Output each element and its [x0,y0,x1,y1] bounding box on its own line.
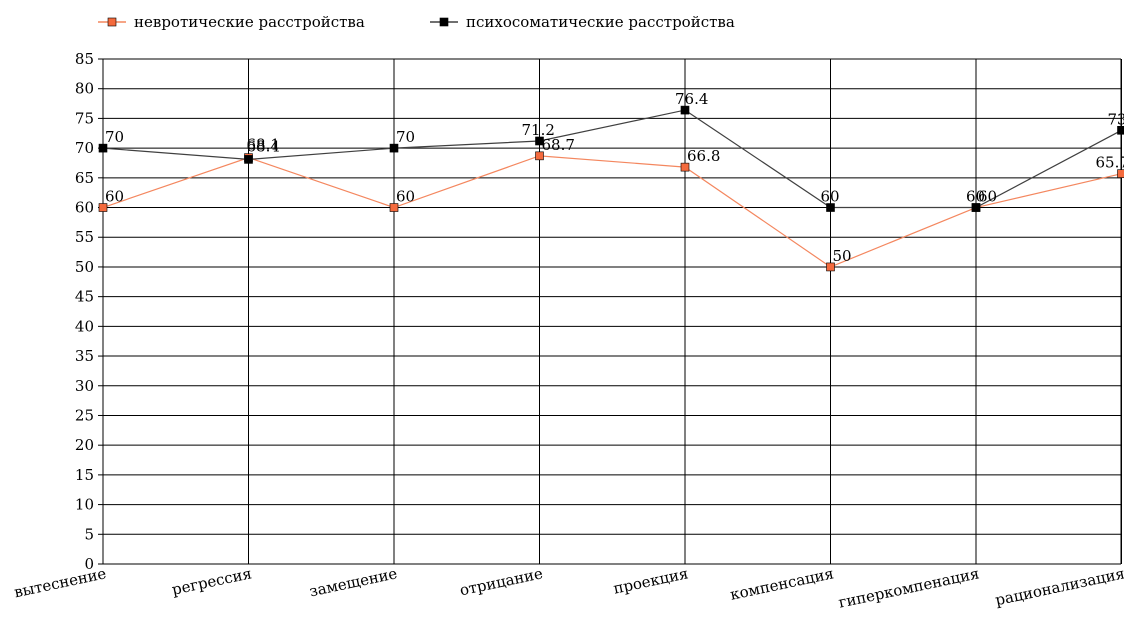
legend-label: невротические расстройства [134,13,365,31]
data-label: 70 [105,128,124,146]
data-point [535,151,544,161]
y-tick-label: 45 [75,288,94,306]
data-label: 70 [396,128,415,146]
data-point [244,155,253,164]
y-tick-label: 70 [75,139,94,157]
series-line-2 [102,109,1122,209]
y-tick-label: 10 [75,496,94,514]
y-tick-label: 40 [75,317,94,335]
y-tick-label: 85 [75,50,94,68]
data-label: 68.1 [247,135,280,153]
data-label: 60 [105,188,124,206]
x-tick-label: замещение [308,564,399,600]
x-tick-label: отрицание [458,564,544,599]
legend-marker [439,17,449,27]
y-tick-label: 55 [75,228,94,246]
data-point [826,262,835,272]
series-line-1 [102,155,1122,268]
data-point [389,203,399,212]
data-labels: 60 68.4 60 68.7 66.8 50 60 65.7 70 68.1 70 71.2 76.4… [105,90,1124,265]
x-tick-label: компенсация [728,564,835,604]
y-tick-label: 5 [84,525,94,543]
y-tick-label: 60 [75,199,94,217]
data-label: 68.4 [247,138,280,156]
data-label: 71.2 [522,121,555,139]
data-label: 65.7 [1096,154,1124,172]
data-point [680,105,690,115]
data-point [389,143,399,153]
data-label: 50 [833,247,852,265]
x-tick-label: регрессия [170,564,253,598]
x-tick-label: рационализация [994,564,1124,609]
data-label: 66.8 [687,147,720,165]
data-point [535,136,544,146]
data-point [971,203,981,212]
data-label: 73 [1108,110,1124,128]
data-label: 60 [966,188,985,206]
y-tick-label: 25 [75,406,94,424]
y-tick-label: 80 [75,80,94,98]
data-label: 60 [978,188,997,206]
data-label: 60 [821,188,840,206]
data-label: 60 [396,188,415,206]
x-tick-labels: вытеснение регрессия замещение отрицание про… [12,564,1124,611]
y-tick-label: 50 [75,258,94,276]
legend-label: психосоматические расстройства [466,13,735,31]
data-label: 76.4 [675,90,708,108]
x-tick-label: проекция [612,564,690,597]
y-tick-labels: 0 5 10 15 20 25 30 35 40 45 50 55 60 65 70 75 80 85 [75,50,94,573]
legend: невротические расстройства психосоматичес… [98,13,735,31]
y-tick-label: 0 [84,555,94,573]
axes [98,58,1122,565]
data-point [1117,125,1124,135]
y-tick-label: 65 [75,169,94,187]
x-tick-label: вытеснение [12,564,108,601]
x-tick-label: гиперкомпенация [837,564,981,611]
legend-marker [107,17,117,27]
series-lines [98,105,1124,272]
y-tick-label: 15 [75,466,94,484]
data-label: 68.7 [542,136,575,154]
data-point [1117,169,1124,178]
y-tick-label: 20 [75,436,94,454]
y-tick-label: 75 [75,109,94,127]
y-tick-label: 35 [75,347,94,365]
data-point [98,203,108,212]
data-point [826,203,835,212]
data-point [98,143,108,153]
y-tick-label: 30 [75,377,94,395]
grid [103,58,1122,565]
data-point [680,162,690,172]
